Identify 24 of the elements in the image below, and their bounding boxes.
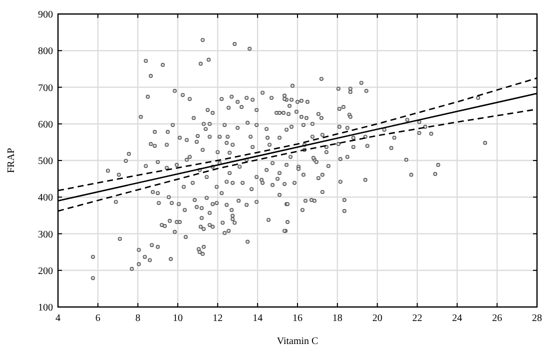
y-tick-label: 600	[38, 119, 53, 130]
y-tick-label: 300	[38, 229, 53, 240]
x-tick-label: 18	[332, 313, 342, 324]
y-tick-label: 400	[38, 192, 53, 204]
y-axis-title: FRAP	[6, 148, 17, 174]
x-tick-label: 10	[172, 313, 183, 324]
x-tick-label: 24	[452, 313, 462, 324]
x-tick-label: 14	[252, 313, 263, 324]
x-tick-label: 12	[212, 313, 223, 324]
x-tick-label: 28	[532, 313, 542, 324]
y-tick-label: 900	[38, 10, 53, 20]
x-tick-label: 8	[135, 313, 140, 324]
y-tick-label: 700	[38, 82, 53, 94]
x-tick-label: 6	[95, 313, 100, 324]
x-tick-label: 22	[412, 313, 422, 324]
y-tick-label: 100	[38, 302, 53, 314]
x-axis-title: Vitamin C	[276, 336, 318, 347]
x-tick-label: 26	[492, 313, 502, 324]
x-tick-label: 20	[372, 313, 382, 324]
y-tick-label: 500	[38, 156, 53, 167]
x-tick-label: 16	[292, 313, 302, 324]
y-tick-label: 200	[38, 266, 53, 277]
y-tick-label: 800	[38, 46, 53, 58]
x-tick-label: 4	[56, 313, 60, 324]
